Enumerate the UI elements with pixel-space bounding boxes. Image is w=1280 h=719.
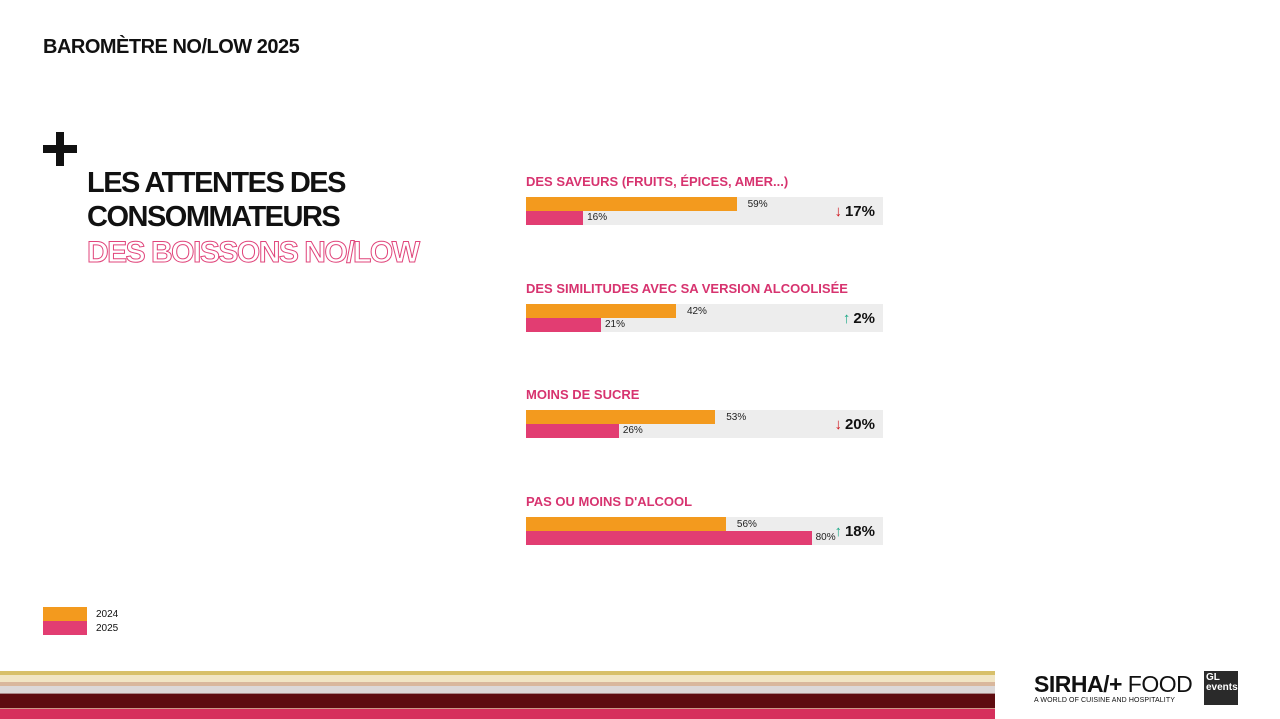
category-label: DES SAVEURS (FRUITS, ÉPICES, AMER...)	[526, 174, 789, 189]
delta: ↑ 2%	[843, 310, 875, 327]
bar-track: 42% 21% ↑ 2%	[526, 303, 883, 332]
logo-bold: SIRHA	[1034, 671, 1104, 697]
sirha-food-logo: SIRHA/+ FOOD A WORLD OF CUISINE AND HOSP…	[1034, 671, 1193, 704]
legend: 2024 2025	[43, 607, 118, 635]
report-title: BAROMÈTRE NO/LOW 2025	[43, 36, 300, 58]
arrow-down-icon: ↓	[834, 203, 842, 220]
chart-category: PAS OU MOINS D'ALCOOL 56% 80% ↑ 18%	[526, 494, 886, 545]
value-label-2025: 26%	[622, 425, 643, 436]
category-label: MOINS DE SUCRE	[526, 387, 640, 402]
legend-item-2024: 2024	[43, 607, 118, 621]
headline-line-2: CONSOMMATEURS	[87, 201, 341, 233]
value-label-2025: 16%	[587, 212, 608, 223]
chart-category: MOINS DE SUCRE 53% 26% ↓ 20%	[526, 387, 886, 438]
arrow-up-icon: ↑	[842, 309, 851, 327]
bar-2025	[526, 211, 584, 225]
delta-value: 2%	[853, 309, 875, 327]
bar-2025	[526, 530, 812, 545]
decorative-stripes	[0, 671, 995, 719]
delta: ↓ 20%	[834, 416, 875, 433]
delta-value: 20%	[844, 416, 875, 433]
bar-2025	[526, 317, 601, 332]
bar-2024	[526, 303, 676, 318]
legend-label: 2025	[96, 622, 119, 634]
gl-events-logo: GL events	[1204, 671, 1238, 705]
delta: ↓ 17%	[834, 203, 875, 220]
legend-swatch-2024	[43, 607, 87, 621]
value-label-2024: 42%	[686, 305, 707, 317]
arrow-down-icon: ↓	[834, 416, 842, 433]
bar-track: 59% 16% ↓ 17%	[526, 197, 883, 225]
logo-light: FOOD	[1121, 671, 1193, 697]
bar-track: 56% 80% ↑ 18%	[526, 516, 883, 545]
bar-2025	[526, 424, 619, 438]
value-label-2024: 53%	[726, 412, 747, 423]
arrow-up-icon: ↑	[834, 522, 842, 540]
category-label: PAS OU MOINS D'ALCOOL	[526, 493, 693, 509]
chart-category: DES SIMILITUDES AVEC SA VERSION ALCOOLIS…	[526, 281, 886, 332]
chart-category: DES SAVEURS (FRUITS, ÉPICES, AMER...) 59…	[526, 174, 886, 225]
category-label: DES SIMILITUDES AVEC SA VERSION ALCOOLIS…	[526, 280, 848, 296]
headline: LES ATTENTES DES CONSOMMATEURS DES BOISS…	[87, 166, 421, 270]
value-label-2024: 59%	[747, 199, 768, 210]
legend-swatch-2025	[43, 621, 87, 635]
legend-label: 2024	[96, 608, 119, 620]
plus-icon	[43, 132, 77, 166]
legend-item-2025: 2025	[43, 621, 118, 635]
headline-line-1: LES ATTENTES DES	[87, 167, 346, 199]
logo-sep: /+	[1103, 671, 1122, 697]
bar-2024	[526, 410, 716, 424]
value-label-2024: 56%	[736, 518, 757, 530]
delta: ↑ 18%	[834, 523, 875, 540]
bar-track: 53% 26% ↓ 20%	[526, 410, 883, 438]
bar-2024	[526, 516, 726, 531]
delta-value: 18%	[844, 522, 875, 540]
headline-line-3: DES BOISSONS NO/LOW	[87, 236, 421, 270]
value-label-2025: 21%	[604, 318, 625, 330]
logo-tagline: A WORLD OF CUISINE AND HOSPITALITY	[1034, 697, 1175, 704]
delta-value: 17%	[844, 203, 875, 220]
value-label-2025: 80%	[815, 531, 836, 543]
bar-2024	[526, 197, 737, 211]
